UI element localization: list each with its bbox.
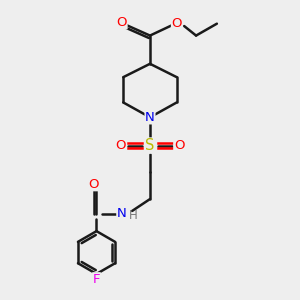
Text: F: F xyxy=(93,273,100,286)
Text: O: O xyxy=(116,16,127,29)
Text: N: N xyxy=(145,111,155,124)
Text: O: O xyxy=(88,178,99,191)
Text: O: O xyxy=(172,17,182,30)
Text: S: S xyxy=(145,138,155,153)
Text: O: O xyxy=(174,139,184,152)
Text: H: H xyxy=(128,209,137,223)
Text: N: N xyxy=(117,207,127,220)
Text: O: O xyxy=(116,139,126,152)
